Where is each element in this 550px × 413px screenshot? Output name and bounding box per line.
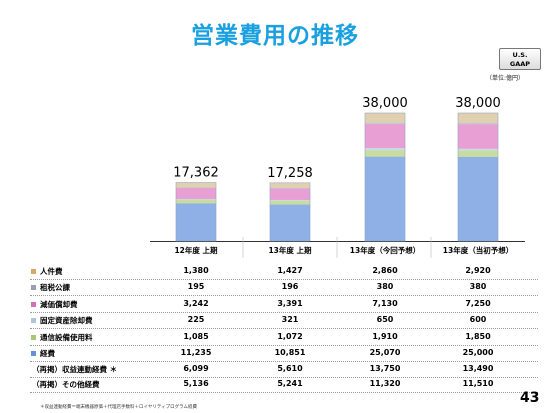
table-cell: 1,380 [183,266,209,275]
row-separator [30,279,538,280]
bar-total-label: 17,362 [173,166,219,181]
category-label: 13年度（今回予想） [350,245,420,255]
page-title: 営業費用の推移 [191,23,359,49]
bar-segment-shade [458,124,498,149]
table-cell: 5,241 [277,379,303,388]
row-label: （再掲）収益連動経費 ＊ [32,365,118,374]
row-label: 固定資産除却費 [40,316,93,325]
bar-segment-shade [176,187,216,188]
bar-segment-shade [176,198,216,200]
table-cell: 600 [469,315,487,324]
table-cell: 2,920 [465,266,491,275]
table-cell: 6,099 [183,364,209,373]
table-cell: 11,235 [180,348,212,357]
legend-swatch [31,351,36,356]
table-cell: 1,850 [465,332,491,341]
bar-segment-shade [176,203,216,241]
table-cell: 13,750 [369,364,401,373]
bar-outline [457,112,499,242]
table-cell: 1,910 [372,332,398,341]
table-cell: 10,851 [274,348,306,357]
bar-segment-shade [270,200,310,205]
table-cell: 25,000 [462,348,494,357]
bar-segment-shade [270,188,310,200]
row-separator [30,328,538,329]
bar-segment-shade [365,113,405,123]
row-label: 減価償却費 [40,300,78,309]
row-separator [30,345,538,346]
bar-segment-shade [270,182,310,188]
table-cell: 196 [281,282,299,291]
bar-segment-shade [270,187,310,189]
bar-total-label: 38,000 [362,96,408,111]
bar-outline [175,182,217,242]
row-label: （再掲）その他経費 [32,380,100,389]
bar-segment-shade [365,147,405,151]
bar-outline [269,182,311,242]
category-label: 13年度 上期 [268,245,312,255]
table-cell: 7,250 [465,299,491,308]
table-cell: 2,860 [372,266,398,275]
table-cell: 380 [376,282,394,291]
table-cell: 5,136 [183,379,209,388]
legend-swatch [31,335,36,340]
bar-segment-shade [365,156,405,241]
unit-note: （単位:億円） [486,75,525,82]
row-separator [30,295,538,296]
table-cell: 1,427 [277,266,303,275]
row-separator [30,312,538,313]
table-cell: 195 [187,282,205,291]
table-cell: 650 [376,315,394,324]
table-cell: 13,490 [462,364,494,373]
bar-segment-shade [365,122,405,124]
us-gaap-badge: U.S. GAAP [499,48,541,70]
bar-segment-shade [458,156,498,241]
legend-swatch [31,318,36,323]
table-cell: 11,320 [369,379,401,388]
bar-segment-shade [365,150,405,157]
row-label: 租税公課 [40,283,70,292]
table-cell: 321 [281,315,299,324]
badge-line1: U.S. [512,51,528,59]
table-cell: 380 [469,282,487,291]
table-cell: 3,242 [183,299,209,308]
table-cell: 11,510 [462,379,494,388]
bar-outline [364,112,406,242]
badge-line2: GAAP [509,60,531,68]
legend-swatch [31,269,36,274]
bar-segment-shade [176,182,216,188]
bar-segment-shade [176,199,216,204]
bar-segment-shade [365,123,405,148]
page-number: 43 [520,390,540,406]
table-cell: 1,085 [183,332,209,341]
row-label: 通信設備使用料 [40,333,93,342]
legend-swatch [31,302,36,307]
bar-total-label: 17,258 [267,166,313,181]
bar-segment-shade [270,199,310,201]
row-label: 人件費 [40,267,63,276]
table-cell: 5,610 [277,364,303,373]
bar-total-label: 38,000 [455,96,501,111]
row-separator [30,377,538,378]
category-label: 13年度（当初予想） [443,245,513,255]
row-separator [30,361,538,362]
bar-segment-shade [458,148,498,151]
row-label: 経費 [40,349,55,358]
table-cell: 225 [187,315,205,324]
row-separator [30,392,538,393]
table-cell: 7,130 [372,299,398,308]
table-cell: 25,070 [369,348,401,357]
table-cell: 1,072 [277,332,303,341]
footnote: ＊収益連動経費＝端末機器原価＋代理店手数料＋ロイヤリティプログラム経費 [40,405,197,410]
bar-segment-shade [458,150,498,157]
legend-swatch [31,285,36,290]
bar-segment-shade [458,113,498,123]
category-label: 12年度 上期 [174,245,218,255]
bar-segment-shade [176,187,216,199]
bar-segment-shade [458,122,498,125]
bar-segment-shade [270,204,310,241]
table-cell: 3,391 [277,299,303,308]
